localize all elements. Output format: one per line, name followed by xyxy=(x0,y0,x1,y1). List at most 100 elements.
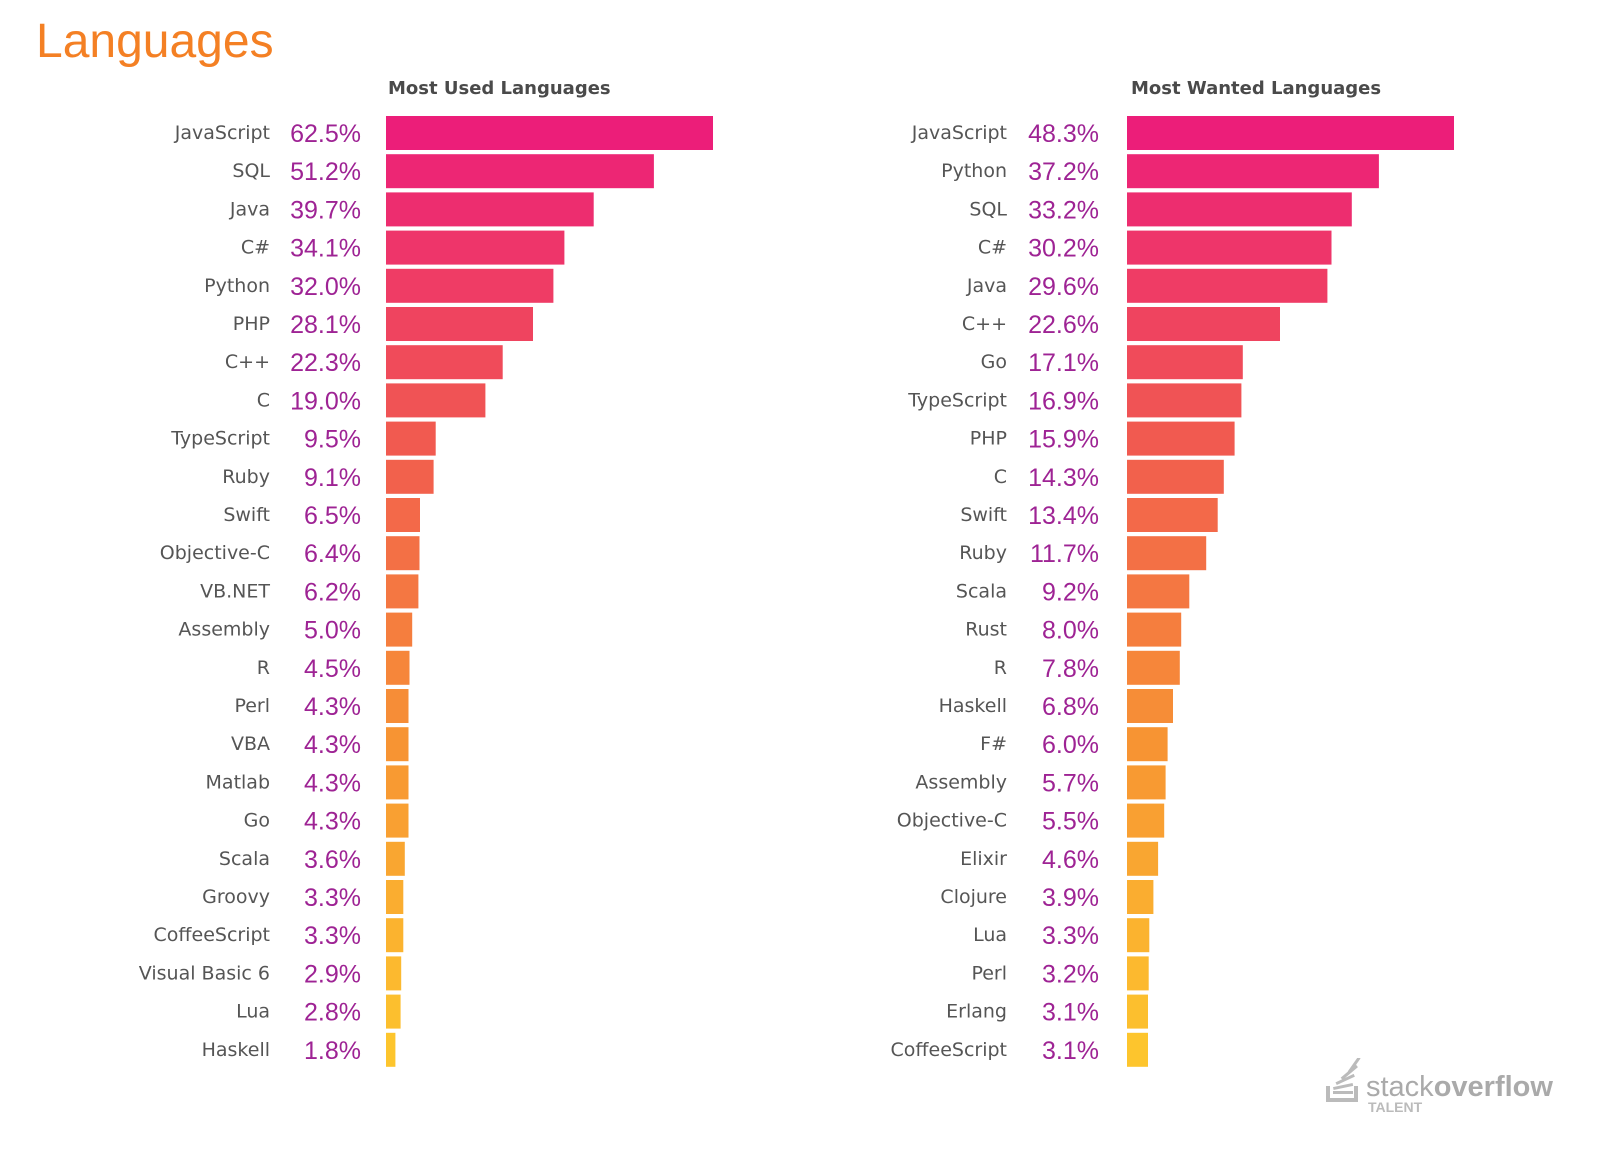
value-label: 32.0% xyxy=(290,273,361,301)
category-label: R xyxy=(994,657,1007,679)
bar-matlab xyxy=(386,765,409,800)
bar-perl xyxy=(386,689,409,723)
value-label: 15.9% xyxy=(1028,426,1099,454)
category-label: Rust xyxy=(965,619,1007,641)
category-label: C++ xyxy=(225,351,270,373)
value-label: 4.3% xyxy=(304,769,361,797)
category-label: TypeScript xyxy=(170,428,270,450)
bar-haskell xyxy=(1127,689,1173,723)
value-label: 6.2% xyxy=(304,578,361,606)
category-label: Lua xyxy=(973,924,1007,946)
category-label: Perl xyxy=(971,962,1007,984)
bar-python xyxy=(1127,154,1379,189)
value-label: 3.1% xyxy=(1042,1037,1099,1065)
value-label: 3.3% xyxy=(1042,922,1099,950)
value-label: 4.5% xyxy=(304,655,361,683)
category-label: Swift xyxy=(223,504,270,526)
bar-typescript xyxy=(386,421,436,456)
value-label: 3.3% xyxy=(304,884,361,912)
value-label: 2.9% xyxy=(304,960,361,988)
bar-swift xyxy=(386,498,420,532)
bar-assembly xyxy=(1127,765,1166,800)
value-label: 3.3% xyxy=(304,922,361,950)
bar-coffeescript xyxy=(386,918,404,953)
bar-javascript xyxy=(1127,116,1454,150)
category-label: JavaScript xyxy=(911,122,1007,144)
category-label: Erlang xyxy=(946,1001,1007,1023)
bar-erlang xyxy=(1127,994,1148,1029)
bar-python xyxy=(386,268,554,303)
category-label: C++ xyxy=(962,313,1007,335)
category-label: Haskell xyxy=(939,695,1007,717)
value-label: 33.2% xyxy=(1028,196,1099,224)
value-label: 29.6% xyxy=(1028,273,1099,301)
value-label: 7.8% xyxy=(1042,655,1099,683)
bar-vba xyxy=(386,727,409,762)
category-label: Lua xyxy=(236,1001,270,1023)
category-label: F# xyxy=(980,733,1007,755)
category-label: CoffeeScript xyxy=(154,924,270,946)
category-label: Swift xyxy=(960,504,1007,526)
value-label: 4.6% xyxy=(1042,846,1099,874)
bar-objective-c xyxy=(1127,803,1165,838)
category-label: TypeScript xyxy=(907,389,1007,411)
bar-java xyxy=(386,192,594,227)
category-label: Ruby xyxy=(222,466,270,488)
bar-rust xyxy=(1127,612,1182,647)
value-label: 22.6% xyxy=(1028,311,1099,339)
bar-perl xyxy=(1127,956,1149,991)
category-label: Scala xyxy=(219,848,270,870)
category-label: Matlab xyxy=(206,771,270,793)
value-label: 3.9% xyxy=(1042,884,1099,912)
value-label: 34.1% xyxy=(290,235,361,263)
bar-sql xyxy=(1127,192,1352,227)
bar-visual-basic-6 xyxy=(386,956,402,991)
value-label: 4.3% xyxy=(304,808,361,836)
value-label: 6.8% xyxy=(1042,693,1099,721)
category-label: C xyxy=(994,466,1007,488)
category-label: Visual Basic 6 xyxy=(139,962,270,984)
bar-ruby xyxy=(386,459,434,494)
value-label: 5.0% xyxy=(304,617,361,645)
bar-r xyxy=(1127,650,1180,685)
category-label: Ruby xyxy=(959,542,1007,564)
bar-javascript xyxy=(386,116,713,150)
value-label: 4.3% xyxy=(304,693,361,721)
value-label: 30.2% xyxy=(1028,235,1099,263)
value-label: 2.8% xyxy=(304,999,361,1027)
bar-assembly xyxy=(386,612,413,647)
chart-title: Most Wanted Languages xyxy=(1131,78,1381,99)
bar-typescript xyxy=(1127,383,1242,418)
value-label: 3.1% xyxy=(1042,999,1099,1027)
bar-php xyxy=(1127,421,1235,456)
value-label: 6.4% xyxy=(304,540,361,568)
category-label: C xyxy=(257,389,270,411)
bar-php xyxy=(386,307,533,341)
value-label: 48.3% xyxy=(1028,120,1099,148)
category-label: C# xyxy=(978,237,1007,259)
category-label: C# xyxy=(241,237,270,259)
category-label: Java xyxy=(229,198,270,220)
bar-lua xyxy=(1127,918,1150,953)
category-label: SQL xyxy=(969,198,1007,220)
category-label: Assembly xyxy=(915,771,1007,793)
stackoverflow-talent-logo: stackoverflow TALENT xyxy=(1326,1058,1553,1115)
value-label: 16.9% xyxy=(1028,387,1099,415)
value-label: 51.2% xyxy=(290,158,361,186)
category-label: Objective-C xyxy=(897,810,1007,832)
chart-title: Most Used Languages xyxy=(388,78,611,99)
value-label: 17.1% xyxy=(1028,349,1099,377)
bar-objective-c xyxy=(386,536,420,571)
value-label: 5.5% xyxy=(1042,808,1099,836)
category-label: Haskell xyxy=(202,1039,270,1061)
value-label: 6.5% xyxy=(304,502,361,530)
category-label: Go xyxy=(244,810,270,832)
bar-go xyxy=(386,803,409,838)
value-label: 9.1% xyxy=(304,464,361,492)
value-label: 19.0% xyxy=(290,387,361,415)
bar-vb-net xyxy=(386,574,419,609)
value-label: 8.0% xyxy=(1042,617,1099,645)
bar-swift xyxy=(1127,498,1218,532)
bar-c- xyxy=(1127,230,1332,265)
value-label: 22.3% xyxy=(290,349,361,377)
